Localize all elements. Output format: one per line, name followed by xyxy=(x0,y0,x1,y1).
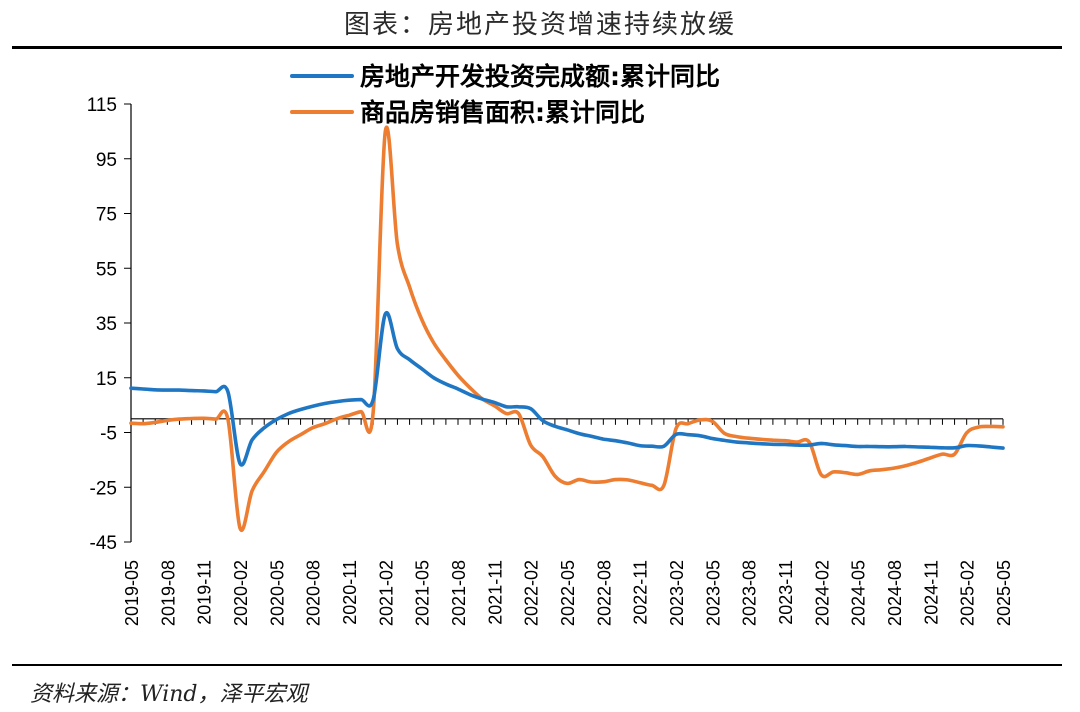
series-line-2 xyxy=(129,125,1005,533)
series-layer xyxy=(129,125,1005,533)
x-tick-label: 2021-02 xyxy=(376,560,396,626)
x-tick-label: 2023-11 xyxy=(776,560,796,625)
y-tick-label: -5 xyxy=(100,424,117,445)
x-tick-label: 2021-08 xyxy=(449,560,469,626)
x-tick-label: 2022-11 xyxy=(631,560,651,625)
x-tick-label: 2022-02 xyxy=(522,560,542,626)
x-tick-label: 2019-08 xyxy=(158,560,178,626)
x-tick-label: 2024-05 xyxy=(849,560,869,626)
x-tick-label: 2019-05 xyxy=(122,560,142,626)
y-tick-label: 35 xyxy=(96,314,117,335)
y-tick-label: 115 xyxy=(87,95,117,116)
x-tick-label: 2021-11 xyxy=(485,560,505,625)
x-tick-label: 2022-05 xyxy=(558,560,578,626)
source-note: 资料来源：Wind，泽平宏观 xyxy=(30,682,308,707)
y-tick-label: 95 xyxy=(96,150,117,171)
y-tick-label: -45 xyxy=(90,533,117,554)
y-tick-label: 75 xyxy=(96,205,117,226)
x-tick-label: 2024-08 xyxy=(885,560,905,626)
y-tick-label: 15 xyxy=(96,369,117,390)
chart-title: 图表：房地产投资增速持续放缓 xyxy=(343,10,736,40)
x-tick-label: 2025-02 xyxy=(958,560,978,626)
x-tick-label: 2020-11 xyxy=(340,560,360,625)
x-tick-label: 2021-05 xyxy=(413,560,433,626)
legend-label-1: 房地产开发投资完成额:累计同比 xyxy=(360,62,720,91)
x-axis: 2019-05 2019-08 2019-11 2020-02 2020-05 2020-… xyxy=(122,418,1014,626)
x-tick-label: 2023-05 xyxy=(703,560,723,626)
series-line-1 xyxy=(129,310,1005,467)
x-tick-label: 2023-08 xyxy=(740,560,760,626)
x-tick-label: 2020-02 xyxy=(231,560,251,626)
x-tick-label: 2024-11 xyxy=(921,560,941,625)
y-tick-label: -25 xyxy=(90,478,117,499)
top-rule xyxy=(12,46,1062,49)
x-tick-label: 2025-05 xyxy=(994,560,1014,626)
x-tick-label: 2024-02 xyxy=(812,560,832,626)
x-tick-label: 2020-08 xyxy=(304,560,324,626)
y-tick-label: 55 xyxy=(96,259,117,280)
bottom-rule xyxy=(12,664,1062,666)
x-tick-label: 2023-02 xyxy=(667,560,687,626)
x-tick-label: 2022-08 xyxy=(594,560,614,626)
y-axis: 115 95 75 55 35 15 -5 -25 -45 xyxy=(87,95,132,554)
legend-label-2: 商品房销售面积:累计同比 xyxy=(360,98,645,127)
x-tick-label: 2020-05 xyxy=(267,560,287,626)
x-tick-label: 2019-11 xyxy=(195,560,215,625)
